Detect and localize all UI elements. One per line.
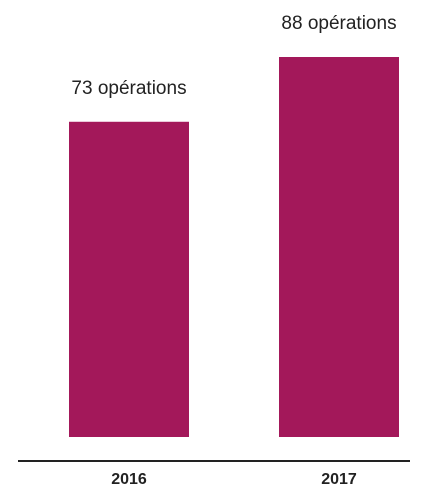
data-label-2016: 73 opérations — [71, 78, 186, 99]
x-tick-label-2017: 2017 — [321, 471, 357, 488]
bar-2017 — [279, 57, 399, 437]
x-tick-labels: 2016 2017 — [111, 471, 357, 488]
bar-2016 — [69, 121, 189, 437]
data-labels-layer: 73 opérations 88 opérations — [71, 13, 396, 99]
data-label-2017: 88 opérations — [281, 13, 396, 34]
bars-layer — [69, 57, 399, 437]
x-tick-label-2016: 2016 — [111, 471, 147, 488]
